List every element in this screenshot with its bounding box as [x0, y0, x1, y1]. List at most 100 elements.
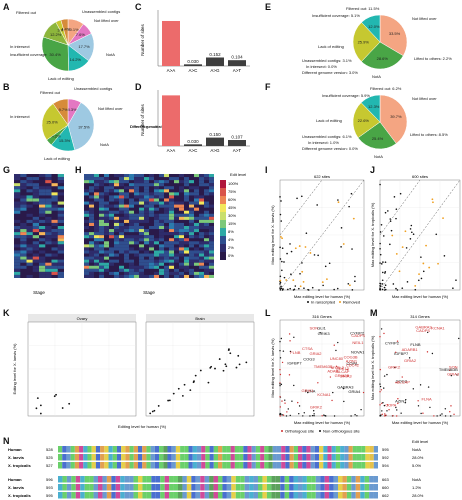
heatmap-cell [89, 250, 94, 254]
heatmap-cell [32, 253, 39, 257]
data-point [456, 374, 458, 376]
residue-cell [111, 492, 116, 499]
heatmap-cell [199, 195, 204, 199]
heatmap-cell [114, 180, 119, 184]
data-point [435, 233, 438, 236]
heatmap-cell [119, 177, 124, 181]
residue-cell [348, 454, 353, 461]
heatmap-cell [119, 241, 124, 245]
residue-cell [184, 454, 189, 461]
data-point [285, 415, 288, 417]
residue-cell [324, 484, 330, 491]
data-point [298, 412, 300, 415]
residue-cell [235, 476, 241, 483]
heatmap-cell [14, 235, 21, 239]
heatmap-cell [45, 274, 52, 278]
data-point [317, 254, 319, 257]
legend-tick-label: 4% [228, 237, 234, 242]
data-point-removed [281, 237, 284, 240]
residue-cell [120, 492, 125, 499]
heatmap-cell [164, 174, 169, 178]
heatmap-cell [114, 198, 119, 202]
bar-value-label: 0.150 [209, 132, 221, 137]
residue-cell [133, 454, 138, 461]
residue-cell [361, 446, 366, 453]
data-point [422, 270, 425, 273]
heatmap-cell [169, 204, 174, 208]
residue-cell [180, 446, 185, 453]
heatmap-cell [39, 250, 46, 254]
data-point-removed [442, 217, 444, 219]
pie-slice [352, 21, 381, 62]
residue-cell [249, 492, 254, 499]
heatmap-cell [45, 189, 52, 193]
residue-cell [87, 454, 92, 461]
legend-label: Orthologous site [285, 429, 315, 434]
heatmap-cell [189, 180, 194, 184]
heatmap-cell [139, 198, 144, 202]
heatmap-cell [57, 186, 64, 190]
data-point [279, 368, 281, 371]
data-point [337, 199, 339, 201]
residue-cell [310, 462, 315, 469]
heatmap-cell [154, 238, 159, 242]
residue-cell [340, 446, 345, 453]
heatmap-cell [184, 183, 189, 187]
heatmap-cell [114, 235, 119, 239]
heatmap-cell [194, 235, 199, 239]
heatmap-cell [124, 247, 129, 251]
heatmap-cell [114, 226, 119, 230]
heatmap-cell [99, 235, 104, 239]
heatmap-cell [20, 259, 27, 263]
heatmap-cell [104, 201, 109, 205]
heatmap-cell [99, 274, 104, 278]
data-point-removed [391, 234, 394, 237]
residue-cell [133, 484, 138, 491]
bar-chart-d: Number of sites0.904A>A0.030A>C0.150A>G0… [140, 90, 250, 153]
data-point-removed [398, 270, 401, 273]
residue-cell [62, 484, 67, 491]
residue-cell [182, 484, 187, 491]
heatmap-cell [124, 250, 129, 254]
pie-category-label: Unassembled contigs: 3.1% [302, 58, 352, 63]
pie-slice-label: 7.6% [76, 32, 86, 37]
heatmap-cell [154, 241, 159, 245]
data-point [453, 413, 455, 415]
residue-cell [218, 462, 223, 469]
heatmap-cell [20, 241, 27, 245]
data-point [335, 365, 338, 368]
heatmap-cell [149, 226, 154, 230]
pie-slice-label: 17.7% [78, 44, 90, 49]
heatmap-cell [144, 189, 149, 193]
heatmap-cell [159, 226, 164, 230]
heatmap-cell [159, 195, 164, 199]
pie-category-label: NotA [106, 52, 115, 57]
residue-cell [102, 476, 107, 483]
data-point [383, 387, 385, 389]
residue-cell [120, 484, 125, 491]
heatmap-cell [179, 180, 184, 184]
residue-cell [262, 484, 267, 491]
residue-cell [71, 484, 76, 491]
heatmap-cell [84, 192, 89, 196]
heatmap-cell [14, 250, 21, 254]
heatmap-cell [149, 198, 154, 202]
data-point [410, 231, 413, 234]
data-point [392, 415, 394, 417]
residue-cell [302, 476, 307, 483]
heatmap-cell [119, 198, 124, 202]
heatmap-cell [20, 244, 27, 248]
plot-title: 316 Genes [312, 314, 332, 319]
heatmap-cell [39, 259, 46, 263]
heatmap-cell [89, 210, 94, 214]
heatmap-cell [179, 216, 184, 220]
data-point [281, 414, 283, 416]
data-point [381, 413, 383, 416]
heatmap-cell [99, 268, 104, 272]
data-point [279, 213, 282, 216]
bar-value-label: 0.152 [209, 52, 221, 57]
residue-cell [116, 462, 122, 469]
heatmap-cell [104, 229, 109, 233]
data-point [279, 396, 281, 398]
heatmap-cell [94, 192, 99, 196]
